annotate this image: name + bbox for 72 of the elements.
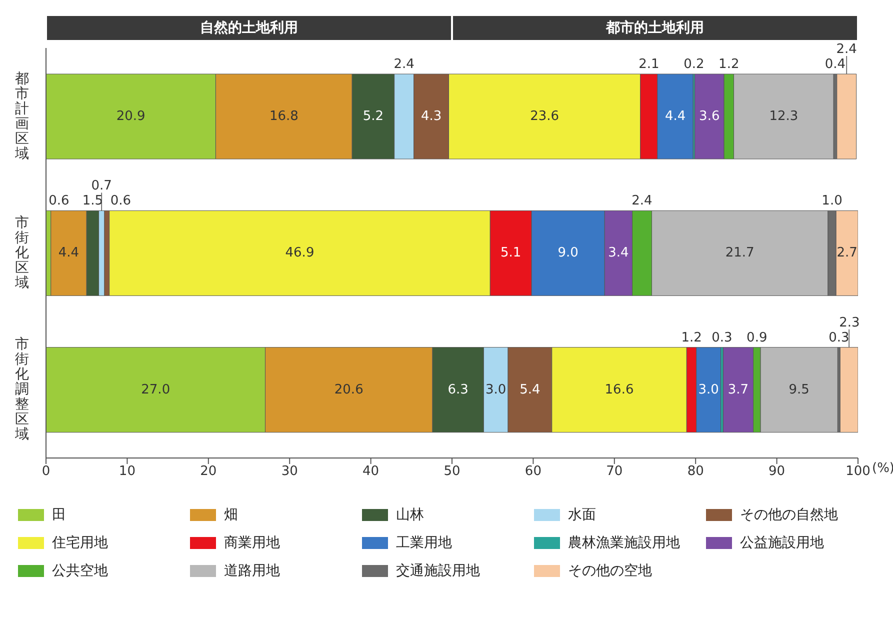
text: 自然的土地利用	[47, 16, 451, 40]
legend-label: 田	[52, 506, 66, 524]
data-label: 2.4	[394, 57, 414, 72]
data-label: 0.9	[746, 330, 768, 346]
data-label: 12.3	[769, 109, 798, 124]
legend-label: 住宅用地	[52, 534, 108, 552]
legend-label: その他の空地	[568, 562, 652, 580]
legend-label: 畑	[224, 506, 238, 524]
data-label: 4.4	[58, 246, 80, 261]
y-tick-label: 都市計画区域	[14, 70, 29, 162]
data-label: 9.0	[558, 246, 578, 261]
data-label: 3.7	[728, 382, 749, 398]
x-tick-label: 10	[118, 464, 136, 480]
legend-label: その他の自然地	[740, 506, 838, 524]
data-label: 2.4	[632, 194, 652, 209]
data-label: 2.3	[839, 315, 860, 330]
x-tick-label: 50	[444, 464, 460, 480]
data-label: 9.5	[788, 382, 810, 398]
data-label: 4.4	[664, 109, 686, 124]
legend-label: 交通施設用地	[396, 562, 480, 580]
data-label: 1.2	[681, 330, 702, 346]
data-label: 0.6	[48, 194, 70, 209]
data-label: 4.3	[420, 109, 442, 124]
legend-label: 公益施設用地	[740, 534, 824, 552]
data-label: 0.7	[91, 178, 112, 194]
data-label: 16.8	[269, 109, 298, 124]
y-tick-label: 市街化調整区域	[14, 336, 29, 443]
legend-label: 道路用地	[224, 562, 280, 580]
legend-label: 水面	[568, 506, 596, 524]
x-tick-label: 40	[362, 464, 380, 480]
data-label: 3.6	[699, 109, 720, 124]
data-label: 2.4	[836, 42, 857, 57]
data-label: 3.0	[486, 382, 506, 398]
data-label: 1.2	[718, 57, 740, 72]
x-tick-label: 70	[606, 464, 623, 480]
text: 都市的土地利用	[453, 16, 857, 40]
data-label: 5.4	[520, 382, 540, 398]
data-label: 3.4	[608, 246, 629, 261]
data-label: 5.1	[500, 246, 522, 261]
data-label: 0.4	[824, 57, 846, 72]
data-label: 1.0	[822, 194, 842, 209]
x-tick-label: 30	[281, 464, 298, 480]
x-tick-label: 60	[524, 464, 542, 480]
legend-label: 商業用地	[224, 534, 280, 552]
x-tick-label: 20	[200, 464, 217, 480]
legend-label: 公共空地	[52, 562, 108, 580]
data-label: 3.0	[698, 382, 719, 398]
x-tick-label: 90	[768, 464, 786, 480]
data-label: 20.9	[116, 109, 146, 124]
data-label: 0.6	[110, 194, 132, 209]
data-label: 2.1	[638, 57, 660, 72]
x-tick-label: 100	[846, 464, 870, 480]
legend-label: 山林	[396, 506, 424, 524]
x-tick-label: 80	[687, 464, 704, 480]
data-label: 21.7	[725, 246, 754, 261]
data-label: 0.2	[684, 57, 704, 72]
legend-label: 農林漁業施設用地	[568, 534, 680, 552]
data-label: 2.7	[836, 246, 858, 261]
x-tick-label: 0	[42, 464, 50, 480]
data-label: 46.9	[285, 246, 314, 261]
data-label: 1.5	[82, 194, 104, 209]
data-label: 16.6	[604, 382, 634, 398]
data-label: 5.2	[362, 109, 384, 124]
data-label: 23.6	[530, 109, 560, 124]
data-label: 0.3	[712, 330, 732, 346]
data-label: 6.3	[448, 382, 468, 398]
data-label: 20.6	[334, 382, 364, 398]
data-label: 0.3	[828, 330, 850, 346]
x-axis-title: (%)	[872, 461, 893, 476]
data-label: 27.0	[141, 382, 170, 398]
y-tick-label: 市街化区域	[14, 215, 29, 291]
legend-label: 工業用地	[396, 534, 452, 552]
